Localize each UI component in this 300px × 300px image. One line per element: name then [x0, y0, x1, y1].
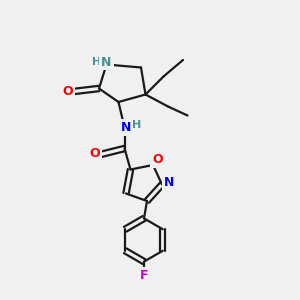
- Text: N: N: [101, 56, 112, 69]
- Text: H: H: [133, 120, 142, 130]
- Text: O: O: [63, 85, 74, 98]
- Text: H: H: [92, 57, 101, 67]
- Text: O: O: [152, 153, 163, 166]
- Text: N: N: [121, 121, 131, 134]
- Text: N: N: [164, 176, 175, 190]
- Text: F: F: [140, 268, 148, 282]
- Text: O: O: [89, 146, 100, 160]
